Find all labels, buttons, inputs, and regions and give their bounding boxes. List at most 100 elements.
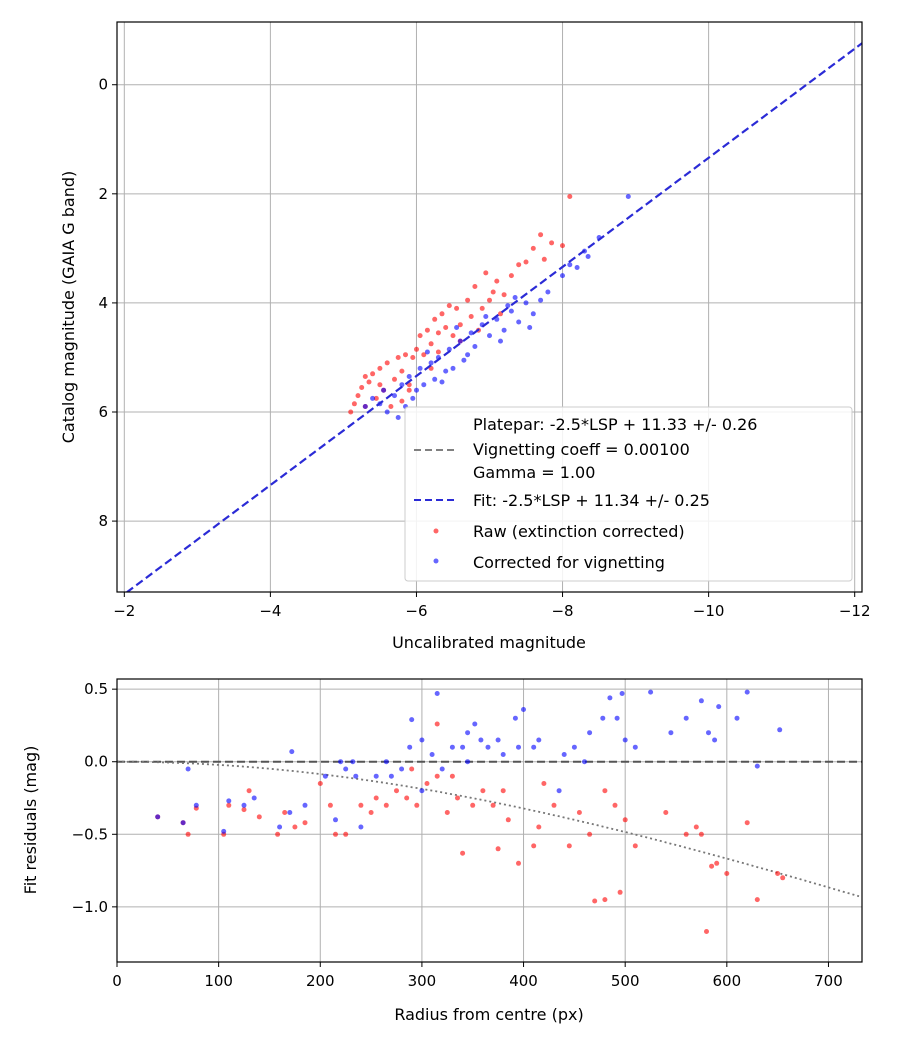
data-point: [538, 232, 544, 238]
data-point: [450, 365, 456, 371]
top-axes-frame: [116, 21, 863, 593]
data-point: [561, 752, 567, 757]
data-point: [724, 871, 730, 876]
y-tick-label: 2: [98, 185, 108, 203]
legend-raw: Raw (extinction corrected): [473, 522, 685, 541]
data-point: [343, 831, 349, 837]
data-point: [567, 194, 573, 199]
data-point: [362, 374, 368, 379]
data-point: [592, 898, 598, 904]
data-point: [468, 314, 474, 319]
data-point: [449, 773, 455, 779]
data-point: [775, 871, 781, 876]
data-point: [516, 319, 522, 325]
top-y-axis-label: Catalog magnitude (GAIA G band): [59, 171, 78, 443]
data-point: [622, 817, 628, 823]
data-point: [512, 715, 518, 721]
data-point: [487, 333, 492, 339]
data-point: [754, 897, 760, 903]
data-point: [483, 270, 489, 276]
data-point: [501, 327, 507, 333]
data-point: [368, 810, 374, 815]
data-point: [714, 860, 720, 866]
data-point: [549, 240, 555, 246]
data-point: [505, 303, 511, 309]
data-point: [435, 349, 441, 355]
data-point: [388, 773, 394, 779]
data-point: [429, 752, 435, 757]
data-point: [366, 379, 372, 385]
data-point: [648, 689, 654, 695]
data-point: [587, 730, 593, 736]
x-tick-label: 700: [814, 972, 843, 990]
data-point: [487, 297, 492, 303]
data-point: [355, 393, 361, 399]
data-point: [155, 814, 161, 820]
data-point: [443, 368, 449, 374]
data-point: [424, 781, 430, 786]
data-point: [419, 737, 425, 743]
data-point: [417, 365, 423, 371]
legend-raw-swatch: [433, 528, 439, 534]
data-point: [362, 404, 368, 409]
legend-gamma: Gamma = 1.00: [473, 463, 595, 482]
legend-corrected: Corrected for vignetting: [473, 553, 665, 572]
data-point: [508, 273, 514, 279]
data-point: [439, 766, 445, 772]
data-point: [483, 314, 489, 319]
data-point: [512, 295, 518, 300]
data-point: [709, 863, 715, 869]
data-point: [383, 802, 389, 808]
data-point: [472, 344, 478, 349]
data-point: [632, 744, 638, 750]
legend: Platepar: -2.5*LSP + 11.33 +/- 0.26 Vign…: [404, 406, 853, 582]
data-point: [500, 752, 506, 757]
data-point: [530, 245, 536, 251]
data-point: [414, 387, 419, 393]
bottom-axes-frame: [116, 678, 863, 963]
top-chart: −2 −4 −6 −8 −10 −12 0 2 4 6 8 Uncalibrated magnitu…: [59, 21, 871, 652]
data-point: [348, 409, 354, 415]
data-point: [377, 382, 383, 388]
bottom-x-axis-label: Radius from centre (px): [394, 1005, 583, 1024]
data-point: [226, 798, 232, 804]
data-point: [465, 730, 471, 736]
x-tick-label: 500: [611, 972, 640, 990]
data-point: [574, 265, 580, 270]
data-point: [434, 691, 440, 696]
data-point: [744, 820, 750, 826]
data-point: [454, 325, 460, 330]
data-point: [185, 831, 191, 837]
data-point: [399, 382, 405, 388]
data-point: [566, 843, 572, 849]
data-point: [193, 802, 199, 808]
data-point: [419, 788, 425, 794]
data-point: [712, 737, 718, 743]
data-point: [434, 721, 440, 727]
top-series: [125, 42, 862, 592]
data-point: [551, 802, 557, 808]
data-point: [538, 297, 544, 303]
data-point: [478, 737, 484, 743]
data-point: [338, 759, 344, 765]
data-point: [435, 330, 441, 336]
data-point: [780, 875, 786, 881]
data-point: [333, 817, 338, 823]
data-point: [468, 330, 474, 336]
y-tick-label: 0.5: [84, 680, 108, 698]
x-tick-label: 0: [112, 972, 122, 990]
data-point: [289, 749, 295, 755]
data-point: [251, 795, 257, 801]
data-point: [432, 376, 438, 382]
data-point: [322, 773, 328, 779]
data-point: [716, 704, 722, 710]
data-point: [612, 802, 618, 808]
data-point: [381, 387, 387, 393]
data-point: [414, 346, 419, 352]
bottom-series: [117, 689, 862, 934]
data-point: [410, 395, 416, 401]
x-tick-label: −10: [693, 602, 725, 620]
x-tick-label: 400: [509, 972, 538, 990]
legend-platepar: Platepar: -2.5*LSP + 11.33 +/- 0.26: [473, 415, 757, 434]
data-point: [465, 759, 471, 765]
